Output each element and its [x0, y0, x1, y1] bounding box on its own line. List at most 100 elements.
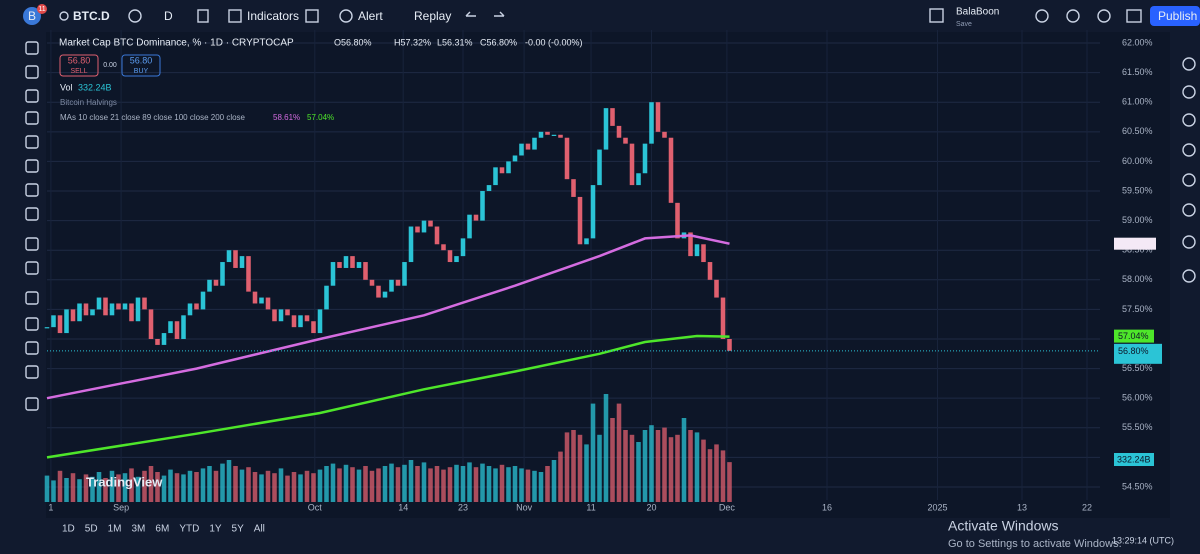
range-button[interactable]: 1D	[62, 524, 75, 535]
candle	[83, 303, 89, 316]
candle	[447, 250, 453, 263]
candle	[564, 137, 570, 180]
candle	[720, 297, 726, 339]
alert[interactable]: Alert	[358, 9, 383, 23]
volume-bar	[181, 474, 186, 502]
widget-icon[interactable]	[1182, 143, 1196, 157]
volume-bar	[330, 463, 336, 502]
candle	[304, 315, 310, 322]
tool-icon[interactable]	[25, 41, 39, 55]
templates[interactable]	[305, 9, 319, 23]
tool-icon[interactable]	[25, 65, 39, 79]
layout[interactable]	[929, 8, 944, 23]
volume-bar	[415, 466, 420, 502]
tool-icon[interactable]	[25, 365, 39, 379]
range-button[interactable]: 1Y	[209, 524, 222, 535]
volume-bar	[395, 467, 401, 502]
publish-button[interactable]	[1150, 6, 1200, 26]
tool-icon[interactable]	[25, 159, 39, 173]
symbol[interactable]: BTC.D	[73, 9, 110, 23]
candle	[194, 303, 199, 310]
tool-icon[interactable]	[25, 237, 39, 251]
candle	[213, 279, 219, 286]
range-button[interactable]: 5D	[85, 524, 98, 535]
replay[interactable]: Replay	[414, 9, 451, 23]
widget-icon[interactable]	[1182, 113, 1196, 127]
tool-icon[interactable]	[25, 341, 39, 355]
user[interactable]: BalaBoon	[956, 7, 999, 18]
candle	[688, 232, 693, 257]
volume-bar	[623, 430, 628, 502]
candle	[623, 137, 628, 144]
tool-3[interactable]	[1097, 9, 1111, 23]
volume-bar	[389, 463, 394, 502]
plot: 62.00% 61.50% 61.00% 60.50% 60.00% 59.50% 59.0…	[44, 30, 1162, 512]
volume-bar	[694, 432, 700, 502]
widget-icon[interactable]	[1182, 173, 1196, 187]
volume-bar	[714, 444, 719, 502]
widget-icon[interactable]	[1182, 235, 1196, 249]
legend-low: L56.31%	[437, 37, 473, 47]
undo-redo[interactable]	[465, 11, 505, 17]
widget-icon[interactable]	[1182, 85, 1196, 99]
volume-bar	[480, 463, 485, 502]
buy-button[interactable]	[121, 54, 161, 77]
volume-bar	[512, 466, 518, 502]
volume-bar	[590, 403, 596, 502]
add-symbol[interactable]	[128, 9, 142, 23]
candle	[181, 315, 186, 339]
candle	[421, 220, 427, 233]
badge-count: 11	[38, 6, 45, 13]
widget-icon[interactable]	[1182, 269, 1196, 283]
indicators[interactable]: Indicators	[247, 9, 299, 23]
avatar[interactable]	[23, 7, 41, 25]
volume-bar	[486, 466, 492, 502]
tool-2[interactable]	[1066, 9, 1080, 23]
tool-icon[interactable]	[25, 397, 39, 411]
x-tick-label: 14	[398, 502, 408, 512]
volume-bar	[447, 467, 453, 502]
candle	[356, 262, 362, 268]
volume-bar	[90, 476, 95, 502]
tool-icon[interactable]	[25, 111, 39, 125]
tool-icon[interactable]	[25, 207, 39, 221]
publish: Publish	[1158, 9, 1197, 23]
tool-icon[interactable]	[25, 183, 39, 197]
volume-bar	[226, 460, 232, 502]
candle	[532, 137, 537, 150]
save[interactable]: Save	[956, 21, 972, 28]
snapshot[interactable]	[1126, 9, 1142, 23]
price-box	[1114, 343, 1162, 364]
ma200-price: 57.04%	[1118, 331, 1149, 341]
range-button[interactable]: All	[254, 524, 265, 535]
candle	[655, 102, 661, 132]
tool-icon[interactable]	[25, 89, 39, 103]
range-button[interactable]: 6M	[155, 524, 169, 535]
range-button[interactable]: 3M	[132, 524, 146, 535]
widget-icon[interactable]	[1182, 57, 1196, 71]
tool-icon[interactable]	[25, 135, 39, 149]
candle	[155, 338, 160, 345]
candle	[135, 297, 141, 322]
range-button[interactable]: 1M	[108, 524, 122, 535]
sell-button[interactable]	[59, 54, 99, 77]
widget-icon[interactable]	[1182, 203, 1196, 217]
volume-bar	[44, 475, 50, 502]
tool-1[interactable]	[1035, 9, 1049, 23]
volume-bar	[57, 470, 63, 502]
left-icons	[25, 41, 1196, 411]
sell-price: 56.80	[68, 55, 91, 65]
range-button[interactable]: YTD	[179, 524, 199, 535]
tool-icon[interactable]	[25, 317, 39, 331]
candle	[161, 333, 167, 345]
tool-icon[interactable]	[25, 261, 39, 275]
candle	[493, 167, 498, 186]
candle	[642, 143, 648, 174]
tool-icon[interactable]	[25, 291, 39, 305]
chart-type[interactable]	[197, 9, 209, 23]
candle	[44, 327, 50, 329]
interval[interactable]: D	[164, 9, 173, 23]
range-button[interactable]: 5Y	[232, 524, 245, 535]
candle	[187, 303, 193, 316]
candle	[311, 321, 316, 334]
